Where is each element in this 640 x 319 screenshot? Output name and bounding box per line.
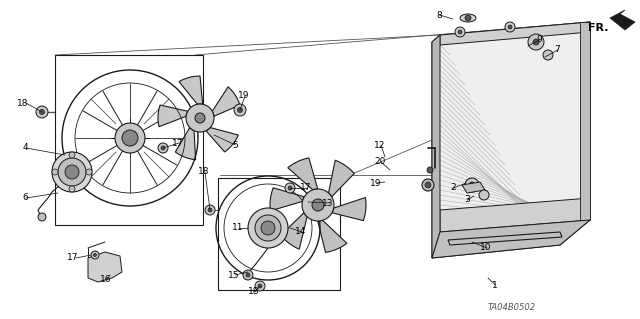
Text: 18: 18 <box>248 287 259 296</box>
Bar <box>422 8 612 288</box>
Polygon shape <box>440 22 590 45</box>
Polygon shape <box>328 160 354 197</box>
Circle shape <box>237 108 243 113</box>
Circle shape <box>285 183 295 193</box>
Text: 19: 19 <box>370 179 381 188</box>
Circle shape <box>195 113 205 123</box>
Circle shape <box>93 254 97 256</box>
Circle shape <box>91 251 99 259</box>
Polygon shape <box>432 22 590 258</box>
Circle shape <box>38 213 46 221</box>
Circle shape <box>58 158 86 186</box>
Text: 15: 15 <box>228 271 239 279</box>
Circle shape <box>255 215 281 241</box>
Polygon shape <box>281 213 307 249</box>
Text: 14: 14 <box>295 227 307 236</box>
Bar <box>55 55 203 225</box>
Text: 7: 7 <box>554 46 560 55</box>
Circle shape <box>312 199 324 211</box>
Circle shape <box>458 30 462 34</box>
Circle shape <box>455 27 465 37</box>
Circle shape <box>52 169 58 175</box>
Circle shape <box>69 152 75 158</box>
Polygon shape <box>270 188 304 211</box>
Text: 2: 2 <box>450 183 456 192</box>
Circle shape <box>246 273 250 277</box>
Polygon shape <box>432 220 590 258</box>
Circle shape <box>205 205 215 215</box>
Circle shape <box>422 179 434 191</box>
Circle shape <box>543 50 553 60</box>
Text: 13: 13 <box>322 198 333 207</box>
Circle shape <box>243 270 253 280</box>
Circle shape <box>528 34 544 50</box>
Text: 17: 17 <box>172 138 184 147</box>
Circle shape <box>115 123 145 153</box>
Polygon shape <box>212 87 240 116</box>
Circle shape <box>248 208 288 248</box>
Circle shape <box>465 178 479 192</box>
Circle shape <box>52 152 92 192</box>
Polygon shape <box>175 128 196 160</box>
Polygon shape <box>288 158 317 190</box>
Ellipse shape <box>460 14 476 22</box>
Circle shape <box>258 284 262 288</box>
Circle shape <box>533 39 539 45</box>
Circle shape <box>186 104 214 132</box>
Polygon shape <box>462 182 485 193</box>
Text: 6: 6 <box>22 194 28 203</box>
Text: 4: 4 <box>22 144 28 152</box>
Polygon shape <box>432 35 440 258</box>
Circle shape <box>427 167 433 173</box>
Circle shape <box>161 146 165 150</box>
Circle shape <box>158 143 168 153</box>
Circle shape <box>508 25 512 29</box>
Circle shape <box>465 15 471 21</box>
Text: 18: 18 <box>17 99 28 108</box>
Text: TA04B0502: TA04B0502 <box>488 303 536 313</box>
Circle shape <box>40 109 45 115</box>
Circle shape <box>469 182 475 188</box>
Text: 11: 11 <box>232 224 243 233</box>
Text: 20: 20 <box>374 158 385 167</box>
Circle shape <box>425 182 431 188</box>
Text: 19: 19 <box>238 92 250 100</box>
Circle shape <box>288 186 292 190</box>
Text: 8: 8 <box>436 11 442 19</box>
Circle shape <box>208 208 212 212</box>
Text: 18: 18 <box>198 167 209 176</box>
Polygon shape <box>448 232 562 245</box>
Polygon shape <box>610 10 635 30</box>
Polygon shape <box>332 197 366 221</box>
Polygon shape <box>88 252 122 282</box>
Circle shape <box>86 169 92 175</box>
Polygon shape <box>580 22 590 220</box>
Polygon shape <box>440 198 590 232</box>
Text: 1: 1 <box>492 280 498 290</box>
Text: 9: 9 <box>536 35 541 44</box>
Circle shape <box>69 186 75 192</box>
Circle shape <box>261 221 275 235</box>
Polygon shape <box>158 105 188 127</box>
Text: 17: 17 <box>300 183 312 192</box>
Circle shape <box>122 130 138 146</box>
Text: 3: 3 <box>464 196 470 204</box>
Circle shape <box>302 189 334 221</box>
Circle shape <box>65 165 79 179</box>
Text: 17: 17 <box>67 254 78 263</box>
Polygon shape <box>317 220 347 252</box>
Text: 10: 10 <box>480 243 492 253</box>
Bar <box>218 178 340 290</box>
Text: 5: 5 <box>232 140 237 150</box>
Circle shape <box>505 22 515 32</box>
Circle shape <box>36 106 48 118</box>
Text: 16: 16 <box>100 276 111 285</box>
Circle shape <box>255 281 265 291</box>
Polygon shape <box>179 76 203 104</box>
Text: FR.: FR. <box>588 23 609 33</box>
Text: 12: 12 <box>374 140 385 150</box>
Circle shape <box>234 104 246 116</box>
Polygon shape <box>206 128 238 152</box>
Circle shape <box>479 190 489 200</box>
